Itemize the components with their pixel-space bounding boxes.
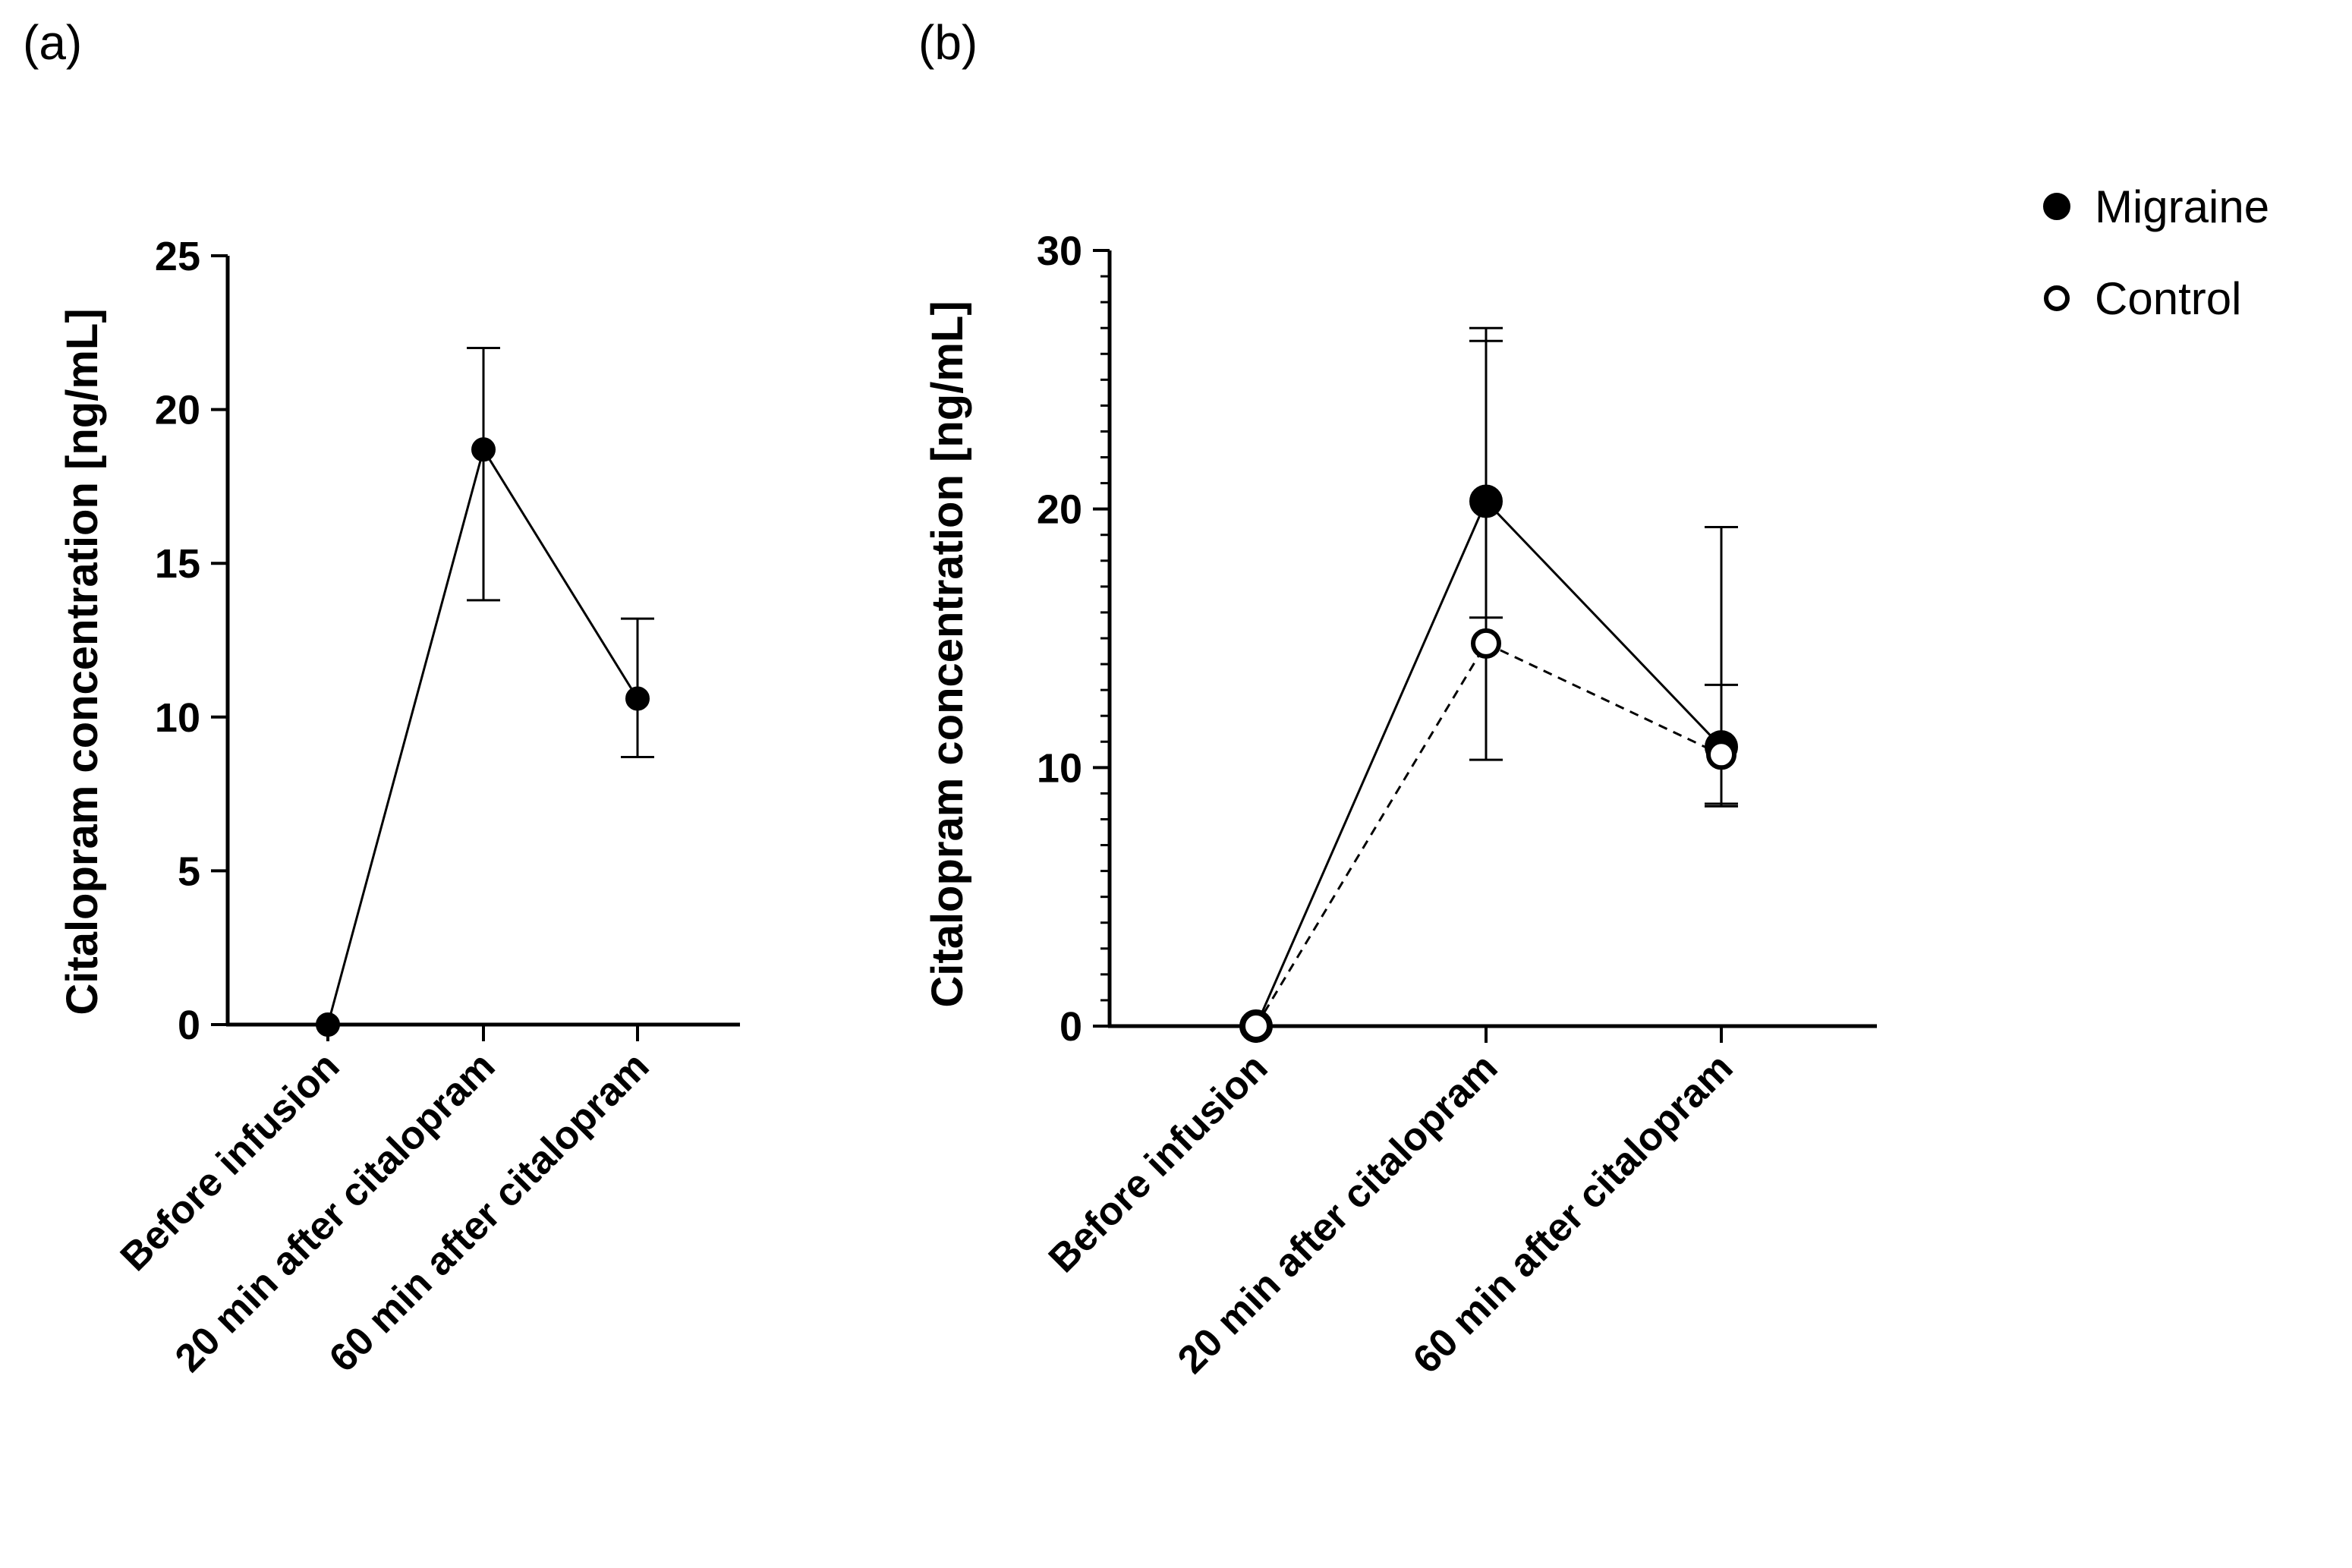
legend-migraine-marker xyxy=(2043,193,2070,220)
legend-control-label: Control xyxy=(2095,273,2241,324)
panel-b-x-tick-label: Before infusion xyxy=(1041,1045,1277,1281)
panel-b-series-control-line xyxy=(1255,641,1722,1027)
panel-b-chart: (b) Citalopram concentration [ng/mL] 0 10… xyxy=(918,15,1877,1382)
panel-a-y-axis-title: Citalopram concentration [ng/mL] xyxy=(58,308,107,1015)
panel-a-y-tick-label: 10 xyxy=(155,695,200,741)
panel-a-x-tick-label: 20 min after citalopram xyxy=(167,1044,504,1381)
legend-item-control: Control xyxy=(2044,273,2241,324)
legend-migraine-label: Migraine xyxy=(2095,181,2269,232)
panel-a-chart: (a) Citalopram concentration [ng/mL] 0 5 1… xyxy=(23,15,740,1381)
panel-a-y-tick-label: 20 xyxy=(155,388,200,433)
panel-a-series-migraine-point xyxy=(471,437,496,462)
panel-b-series-control-point xyxy=(1241,1011,1271,1041)
panel-b-series-control-point xyxy=(1471,628,1501,659)
legend: Migraine Control xyxy=(2043,181,2269,324)
panel-b-series-migraine-point xyxy=(1469,484,1503,518)
legend-item-migraine: Migraine xyxy=(2043,181,2269,232)
panel-a-y-tick-label: 25 xyxy=(155,234,200,279)
panel-a-y-tick-label: 0 xyxy=(178,1003,200,1048)
panel-a-series-migraine-point xyxy=(625,686,650,711)
panel-a-label: (a) xyxy=(23,15,82,70)
panel-b-series-control-point xyxy=(1706,739,1736,770)
panel-b-label: (b) xyxy=(918,15,978,70)
panel-a-y-tick-label: 15 xyxy=(155,541,200,587)
panel-a-y-tick-label: 5 xyxy=(178,849,200,894)
panel-b-y-axis-title: Citalopram concentration [ng/mL] xyxy=(923,301,972,1007)
panel-b-y-tick-label: 20 xyxy=(1037,487,1082,533)
legend-control-marker xyxy=(2044,285,2070,311)
panel-b-y-tick-label: 30 xyxy=(1037,228,1082,274)
panel-b-y-tick-label: 0 xyxy=(1060,1004,1082,1050)
panel-b-series-migraine-line xyxy=(1255,499,1723,1027)
panel-a-series-migraine-point xyxy=(316,1012,340,1037)
panel-b-y-tick-label: 10 xyxy=(1037,745,1082,791)
panel-a-x-tick-label: 60 min after citalopram xyxy=(321,1044,658,1381)
